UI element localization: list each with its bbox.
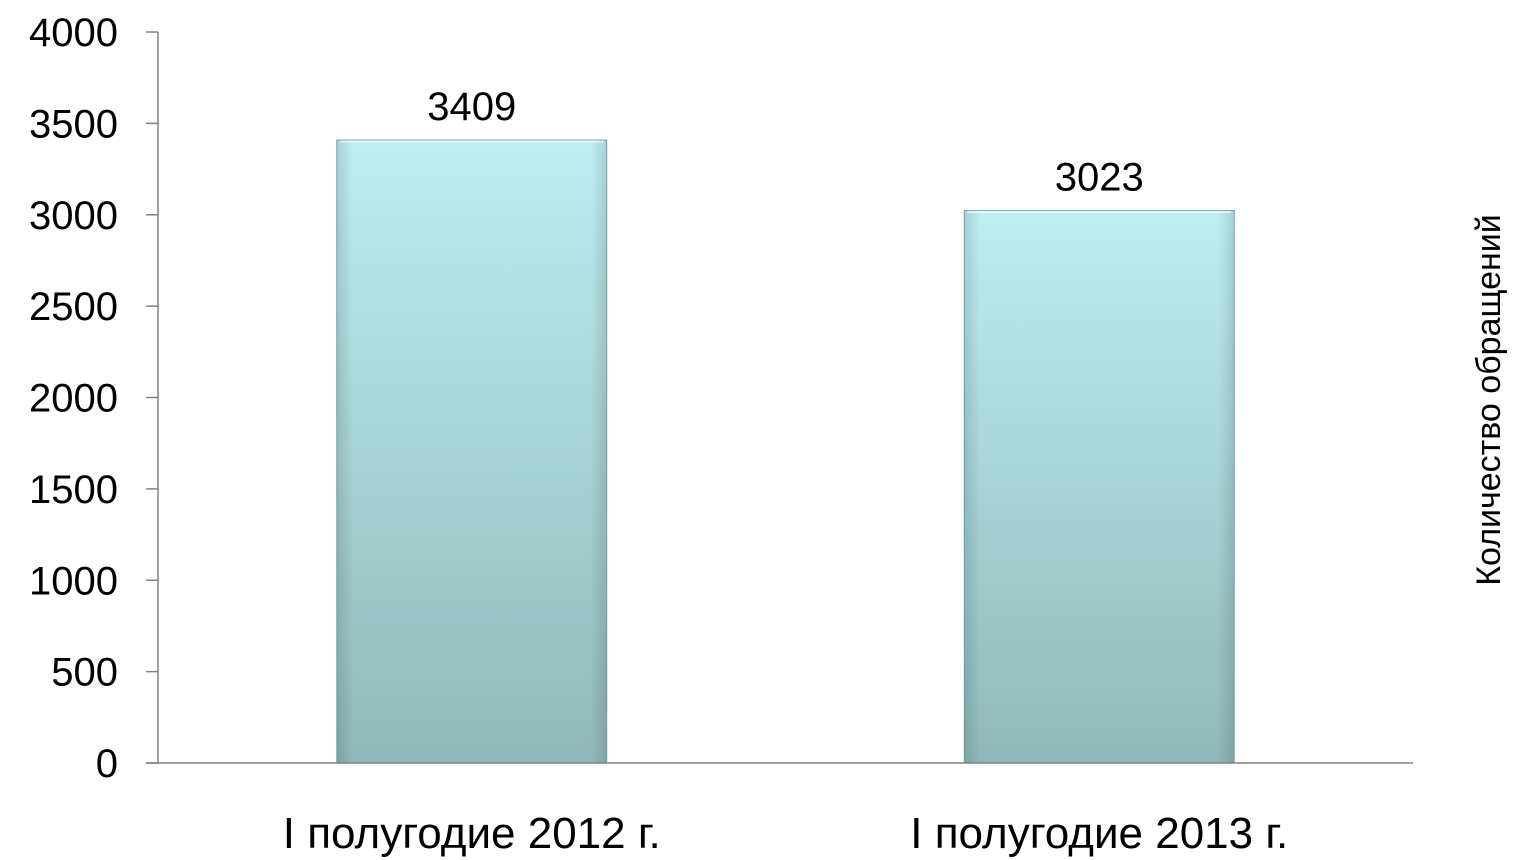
- bar-shade-2: [964, 210, 1235, 763]
- data-label-1: 3409: [427, 85, 516, 129]
- y-tick-label: 3000: [29, 194, 118, 238]
- labels: 3409 I полугодие 2012 г. 3023 I полугодие 2…: [283, 85, 1289, 858]
- y-tick-label: 4000: [29, 11, 118, 55]
- y-tick-label: 1500: [29, 468, 118, 512]
- x-category-label-2: I полугодие 2013 г.: [910, 809, 1288, 858]
- y-tick-label: 500: [51, 651, 118, 695]
- y-tick-label: 2000: [29, 377, 118, 421]
- y-tick-label: 1000: [29, 559, 118, 603]
- y-axis-title: Количество обращений: [1470, 214, 1508, 586]
- axes: [146, 32, 1413, 764]
- y-axis-ticks: 0 500 1000 1500 2000 2500 3000 3500 4000: [29, 11, 158, 786]
- data-label-2: 3023: [1055, 156, 1144, 200]
- y-tick-label: 2500: [29, 285, 118, 329]
- y-tick-label: 0: [96, 742, 118, 786]
- bar-shade-1: [336, 140, 607, 763]
- bars: [336, 139, 1235, 764]
- y-tick-label: 3500: [29, 102, 118, 146]
- x-category-label-1: I полугодие 2012 г.: [283, 809, 661, 858]
